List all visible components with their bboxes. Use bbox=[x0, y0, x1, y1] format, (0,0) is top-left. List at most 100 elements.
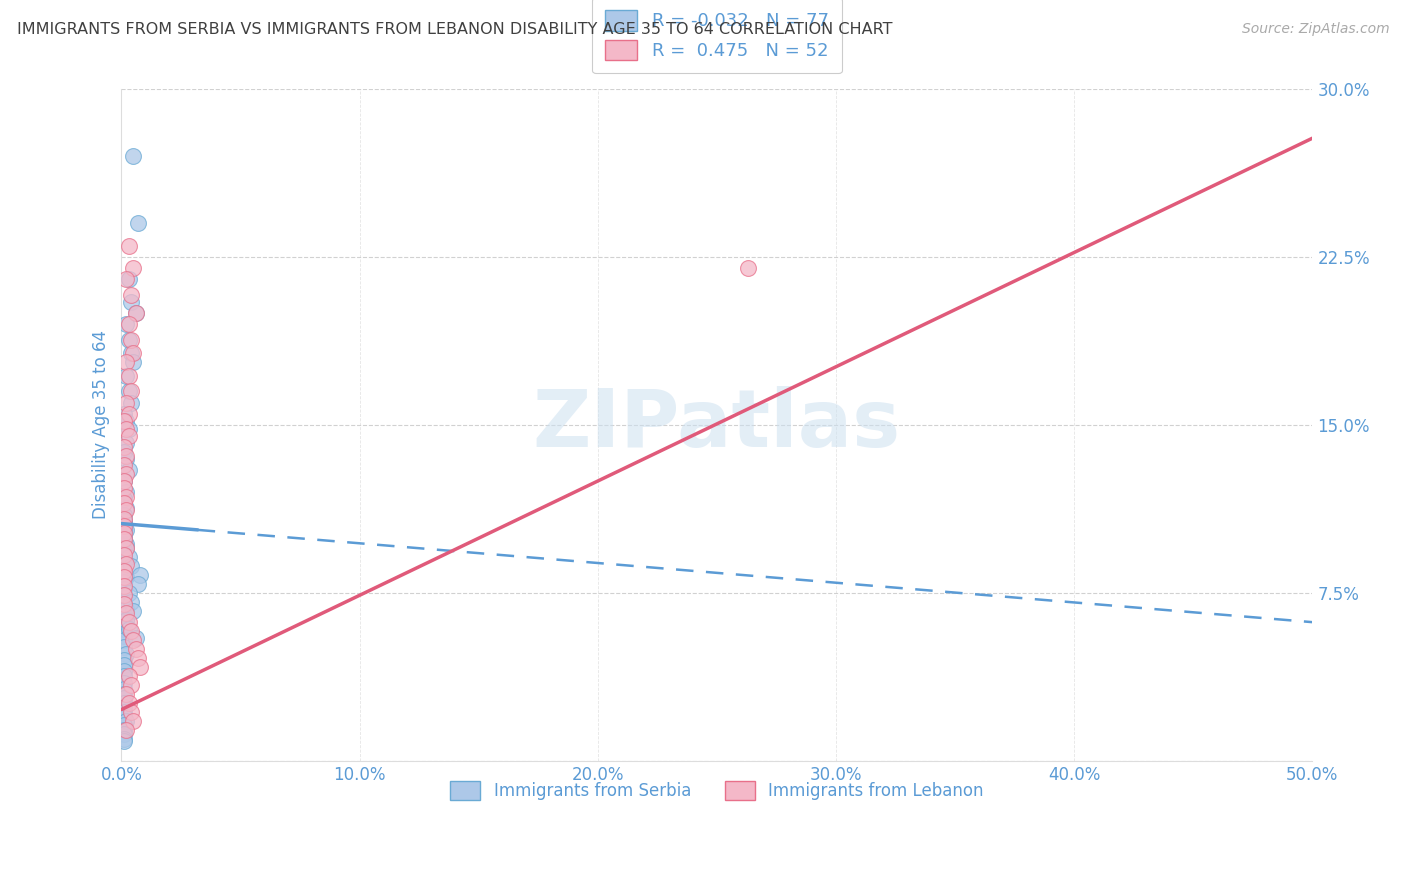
Point bbox=[122, 261, 145, 276]
Point bbox=[115, 355, 138, 369]
Point bbox=[112, 615, 135, 629]
Point bbox=[112, 557, 135, 571]
Point bbox=[117, 407, 139, 421]
Point bbox=[120, 384, 142, 399]
Point bbox=[112, 530, 135, 544]
Point bbox=[112, 543, 135, 558]
Point bbox=[115, 613, 138, 627]
Point bbox=[112, 508, 135, 522]
Point bbox=[112, 481, 135, 495]
Point bbox=[112, 622, 135, 636]
Point bbox=[117, 368, 139, 383]
Point bbox=[112, 582, 135, 596]
Point bbox=[112, 675, 135, 690]
Point bbox=[115, 687, 138, 701]
Point bbox=[120, 288, 142, 302]
Point bbox=[117, 622, 139, 636]
Point bbox=[115, 451, 138, 466]
Point bbox=[112, 407, 135, 421]
Point bbox=[112, 552, 135, 566]
Point bbox=[112, 727, 135, 741]
Point bbox=[120, 595, 142, 609]
Point bbox=[117, 272, 139, 286]
Point bbox=[122, 633, 145, 648]
Point bbox=[112, 458, 135, 473]
Y-axis label: Disability Age 35 to 64: Disability Age 35 to 64 bbox=[93, 331, 110, 519]
Point bbox=[117, 333, 139, 347]
Point bbox=[117, 429, 139, 443]
Point bbox=[112, 665, 135, 679]
Point bbox=[112, 524, 135, 538]
Point bbox=[115, 524, 138, 538]
Point bbox=[112, 570, 135, 584]
Point bbox=[125, 631, 148, 645]
Point bbox=[112, 700, 135, 714]
Point bbox=[117, 615, 139, 629]
Point bbox=[115, 368, 138, 383]
Point bbox=[112, 705, 135, 719]
Point bbox=[120, 559, 142, 574]
Point bbox=[112, 640, 135, 654]
Point bbox=[112, 723, 135, 737]
Point bbox=[112, 657, 135, 672]
Text: Source: ZipAtlas.com: Source: ZipAtlas.com bbox=[1241, 22, 1389, 37]
Point bbox=[112, 579, 135, 593]
Point bbox=[112, 718, 135, 732]
Point bbox=[115, 413, 138, 427]
Point bbox=[737, 261, 759, 276]
Point bbox=[112, 731, 135, 746]
Point bbox=[115, 723, 138, 737]
Point bbox=[115, 541, 138, 556]
Point bbox=[122, 346, 145, 360]
Point bbox=[125, 642, 148, 657]
Point bbox=[112, 441, 135, 455]
Point bbox=[120, 294, 142, 309]
Legend: Immigrants from Serbia, Immigrants from Lebanon: Immigrants from Serbia, Immigrants from … bbox=[437, 767, 997, 814]
Point bbox=[112, 533, 135, 547]
Point bbox=[112, 608, 135, 623]
Point bbox=[112, 734, 135, 748]
Point bbox=[120, 333, 142, 347]
Point bbox=[115, 395, 138, 409]
Point bbox=[115, 436, 138, 450]
Point bbox=[115, 450, 138, 464]
Point bbox=[120, 705, 142, 719]
Point bbox=[115, 272, 138, 286]
Point bbox=[125, 306, 148, 320]
Point bbox=[112, 491, 135, 506]
Point bbox=[117, 422, 139, 436]
Point bbox=[112, 518, 135, 533]
Point bbox=[115, 422, 138, 436]
Point bbox=[112, 687, 135, 701]
Point bbox=[117, 586, 139, 600]
Point bbox=[112, 669, 135, 683]
Point bbox=[112, 564, 135, 578]
Point bbox=[117, 317, 139, 331]
Point bbox=[112, 474, 135, 488]
Point bbox=[112, 588, 135, 602]
Point bbox=[112, 533, 135, 547]
Point bbox=[112, 474, 135, 488]
Point bbox=[112, 445, 135, 459]
Point bbox=[115, 570, 138, 584]
Point bbox=[115, 503, 138, 517]
Point bbox=[122, 149, 145, 163]
Point bbox=[117, 550, 139, 565]
Point bbox=[125, 306, 148, 320]
Point bbox=[112, 514, 135, 528]
Point bbox=[117, 696, 139, 710]
Point bbox=[115, 714, 138, 728]
Point bbox=[112, 696, 135, 710]
Point bbox=[115, 601, 138, 615]
Point bbox=[115, 490, 138, 504]
Point bbox=[115, 606, 138, 620]
Point bbox=[122, 714, 145, 728]
Point bbox=[112, 574, 135, 589]
Point bbox=[112, 496, 135, 510]
Point bbox=[112, 595, 135, 609]
Point bbox=[112, 413, 135, 427]
Point bbox=[117, 384, 139, 399]
Point bbox=[120, 395, 142, 409]
Point bbox=[115, 485, 138, 500]
Point bbox=[117, 669, 139, 683]
